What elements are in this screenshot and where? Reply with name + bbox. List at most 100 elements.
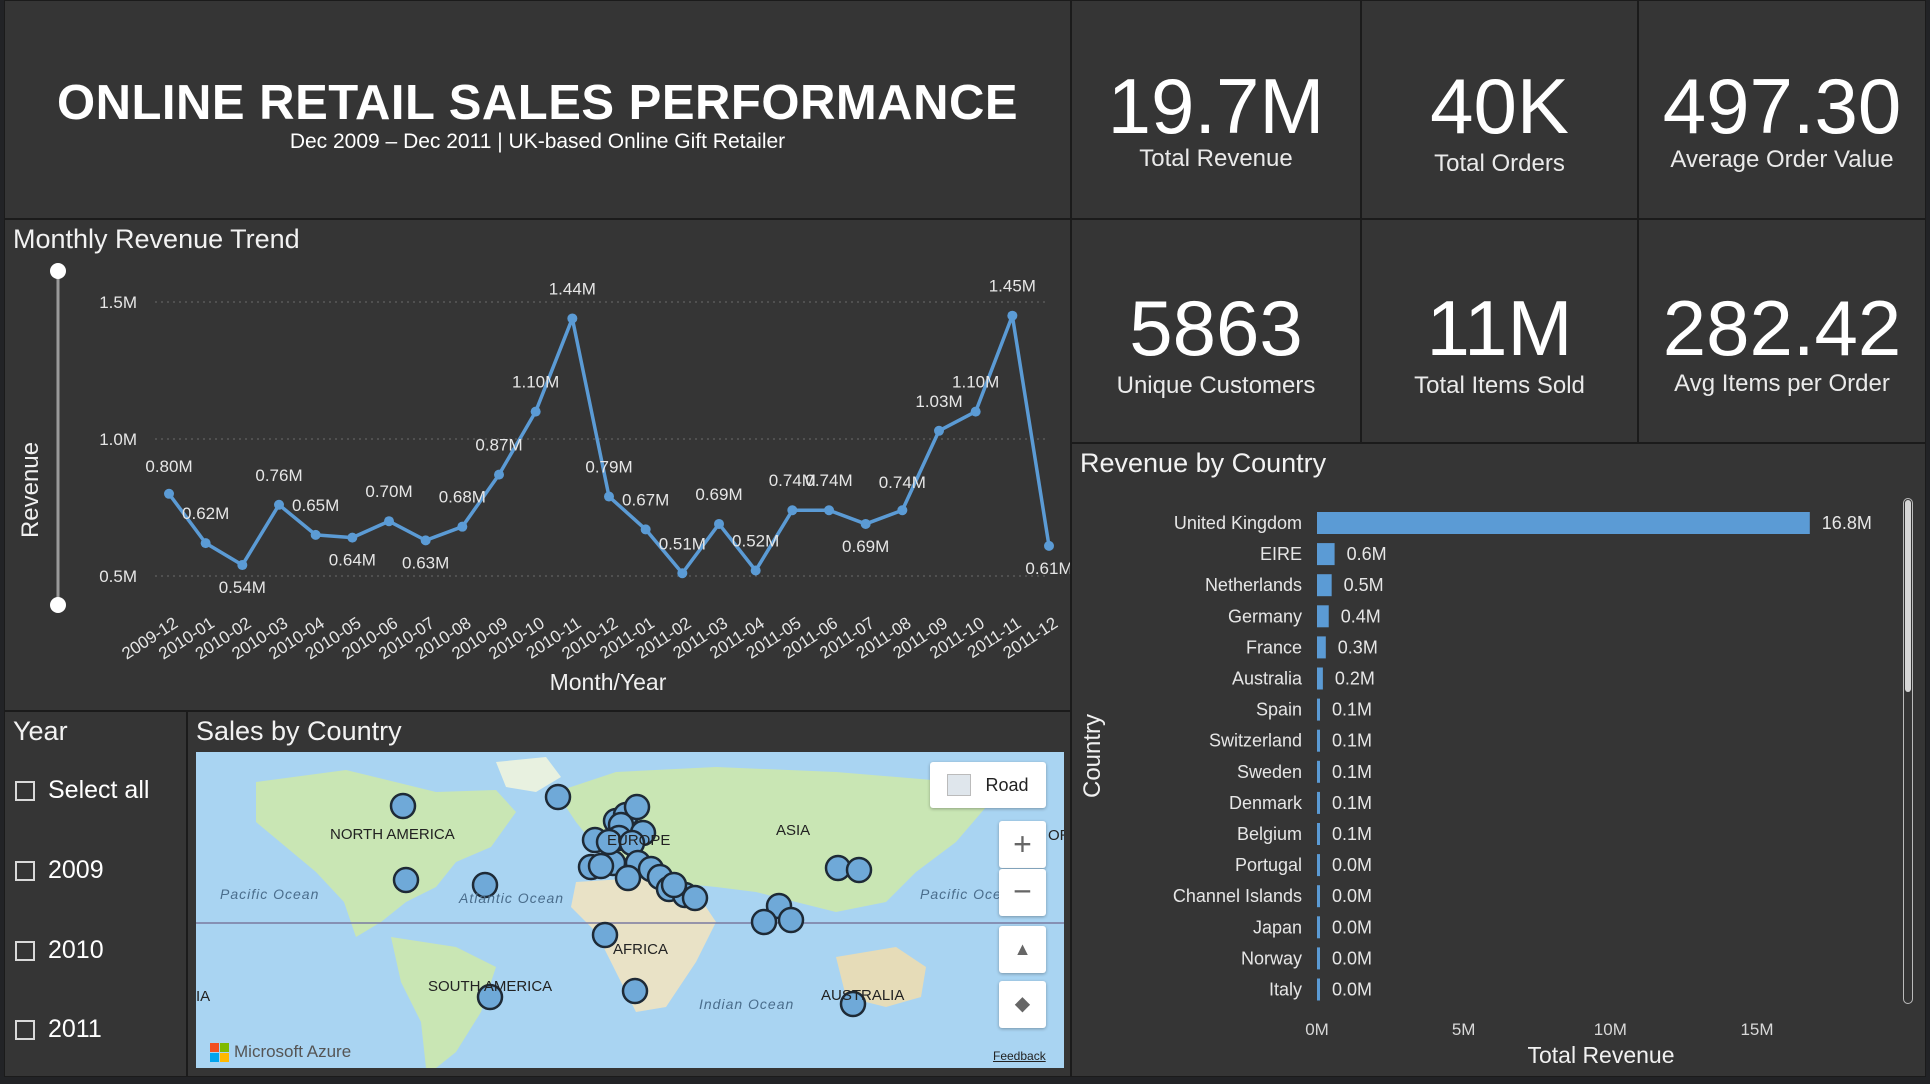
data-point — [897, 505, 908, 516]
data-point — [640, 524, 651, 535]
bar-category-label: France — [1246, 637, 1302, 657]
continent-africa — [571, 877, 716, 1012]
line-chart: Revenue 0.5M 1.0M 1.5M 0.80M 0.62M 0.54M 0.76M 0… — [17, 263, 1070, 695]
map-bubble — [623, 793, 651, 821]
data-label: 0.54M — [219, 578, 266, 597]
bar-value-label: 0.0M — [1332, 980, 1372, 1000]
kpi-card-total-revenue[interactable]: 19.7M Total Revenue — [1071, 0, 1361, 219]
map-label-indian: Indian Ocean — [699, 996, 795, 1012]
feedback-link[interactable]: Feedback — [993, 1049, 1046, 1063]
data-point — [714, 518, 724, 529]
range-slider-handle-bottom[interactable] — [50, 597, 66, 613]
bar — [1317, 916, 1320, 939]
data-point — [274, 499, 284, 510]
map-bubble — [750, 908, 778, 936]
map-label-africa: AFRICA — [613, 941, 669, 958]
kpi-card-unique-customers[interactable]: 5863 Unique Customers — [1071, 219, 1361, 443]
data-point — [677, 568, 688, 579]
data-point — [604, 491, 614, 502]
kpi-card-avg-order-value[interactable]: 497.30 Average Order Value — [1638, 0, 1926, 219]
map-style-label: Road — [985, 774, 1029, 795]
kpi-label: Avg Items per Order — [1674, 370, 1890, 397]
data-label: 0.80M — [145, 457, 192, 476]
greenland — [496, 757, 561, 792]
data-point — [1007, 310, 1018, 321]
bar-value-label: 0.0M — [1332, 917, 1372, 937]
continent-south-america — [391, 937, 496, 1068]
map-bubble — [660, 871, 688, 899]
data-label: 0.69M — [695, 485, 742, 504]
panel-title: Sales by Country — [196, 716, 402, 746]
map-canvas[interactable]: NORTH AMERICA SOUTH AMERICA EUROPE AFRIC… — [196, 752, 1064, 1068]
checkbox[interactable] — [15, 780, 35, 801]
data-point — [860, 518, 871, 529]
data-point — [347, 532, 358, 543]
bar-category-label: Japan — [1253, 917, 1302, 937]
revenue-line — [167, 313, 1051, 576]
continent-north-america — [256, 770, 516, 937]
slicer-item-2010[interactable]: 2010 — [15, 936, 104, 965]
slicer-item-select-all[interactable]: Select all — [15, 776, 149, 805]
pitch-button[interactable]: ▲ — [999, 926, 1046, 973]
bar-value-label: 0.0M — [1332, 948, 1372, 968]
zoom-out-button[interactable]: − — [999, 869, 1046, 916]
kpi-value: 282.42 — [1662, 284, 1902, 372]
data-label: 1.44M — [549, 279, 596, 298]
range-slider-handle-top[interactable] — [50, 263, 66, 279]
x-tick-label: 5M — [1452, 1020, 1476, 1039]
world-map[interactable] — [196, 752, 1064, 1068]
bar-category-label: Belgium — [1237, 824, 1302, 844]
kpi-card-total-items-sold[interactable]: 11M Total Items Sold — [1361, 219, 1638, 443]
data-point — [457, 521, 468, 532]
bar-category-label: Spain — [1256, 700, 1302, 720]
checkbox[interactable] — [15, 940, 35, 961]
kpi-label: Total Revenue — [1139, 145, 1293, 172]
data-label: 0.76M — [255, 466, 302, 485]
map-label-edge-left: IA — [196, 988, 211, 1005]
scrollbar[interactable] — [1903, 498, 1913, 1004]
data-point — [310, 529, 321, 540]
bar — [1317, 760, 1320, 783]
scrollbar-thumb[interactable] — [1905, 500, 1911, 692]
bar — [1317, 636, 1326, 659]
bar-category-label: EIRE — [1260, 544, 1302, 564]
checkbox[interactable] — [15, 860, 35, 881]
zoom-in-button[interactable]: + — [999, 821, 1046, 868]
map-label-europe: EUROPE — [607, 832, 671, 849]
data-point — [934, 425, 944, 436]
data-point — [567, 313, 578, 324]
kpi-label: Total Items Sold — [1414, 372, 1585, 399]
bar — [1317, 698, 1320, 721]
map-bubble — [621, 977, 649, 1005]
bar — [1317, 512, 1810, 534]
data-label: 0.51M — [659, 534, 706, 553]
bar-category-label: Denmark — [1229, 793, 1303, 813]
slicer-item-2011[interactable]: 2011 — [15, 1015, 102, 1044]
data-label: 0.64M — [329, 551, 376, 570]
map-bubble — [544, 783, 572, 811]
y-axis-label: Country — [1079, 714, 1106, 798]
bar-value-label: 0.1M — [1332, 762, 1372, 782]
data-label: 0.79M — [585, 458, 632, 477]
sales-by-country-map-panel: Sales by Country NORTH AMERICA SOUTH AME… — [187, 711, 1071, 1077]
data-point — [237, 560, 248, 571]
map-label-south-america: SOUTH AMERICA — [428, 978, 553, 995]
kpi-card-avg-items-per-order[interactable]: 282.42 Avg Items per Order — [1638, 219, 1926, 443]
bar — [1317, 543, 1335, 566]
bar — [1317, 574, 1332, 597]
bar-value-label: 0.1M — [1332, 700, 1372, 720]
y-axis-label: Revenue — [17, 442, 44, 538]
data-label: 1.10M — [952, 373, 999, 392]
map-label-pacific-left: Pacific Ocean — [220, 886, 320, 902]
map-bubble — [587, 852, 615, 880]
data-label: 0.67M — [622, 490, 669, 509]
attribution-text: Microsoft Azure — [234, 1042, 352, 1061]
map-style-button[interactable]: Road — [930, 762, 1046, 808]
data-label: 1.45M — [989, 277, 1036, 296]
compass-button[interactable]: ◆ — [999, 981, 1046, 1028]
checkbox[interactable] — [15, 1019, 35, 1040]
data-label: 0.52M — [732, 532, 779, 551]
slicer-item-2009[interactable]: 2009 — [15, 856, 104, 885]
y-tick-label: 1.5M — [99, 293, 137, 312]
kpi-card-total-orders[interactable]: 40K Total Orders — [1361, 0, 1638, 219]
